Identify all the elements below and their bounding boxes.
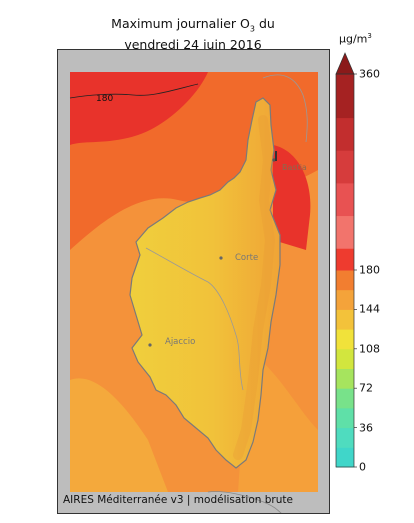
- colorbar-tick-label: 144: [359, 302, 380, 316]
- colorbar-band-12: [336, 182, 354, 217]
- colorbar-tick-label: 180: [359, 263, 380, 277]
- colorbar-band-13: [336, 150, 354, 184]
- city-ajaccio: Ajaccio: [165, 337, 195, 347]
- light-zone-southwest: [70, 378, 168, 492]
- corsica-island: [129, 97, 281, 469]
- corte-marker: [219, 256, 223, 260]
- colorbar-band-15: [336, 74, 354, 119]
- colorbar-band-8: [336, 289, 354, 310]
- colorbar-band-0: [336, 447, 354, 468]
- city-bastia: Bastia: [282, 163, 307, 172]
- high-zone-bastia: [273, 145, 311, 250]
- colorbar-band-3: [336, 388, 354, 409]
- contour-180: [69, 83, 199, 99]
- colorbar: [335, 52, 357, 468]
- colorbar-tick-label: 72: [359, 381, 373, 395]
- bastia-marker: [272, 158, 276, 162]
- colorbar-max-arrow: [335, 52, 355, 75]
- map-title: Maximum journalier O3 du vendredi 24 jui…: [58, 16, 328, 52]
- department-boundary: [145, 247, 244, 391]
- sardinia-coast: [207, 491, 282, 513]
- colorbar-band-9: [336, 270, 354, 291]
- ozone-map: 180 Bastia Corte Ajaccio: [58, 50, 329, 513]
- colorbar-band-14: [336, 117, 354, 151]
- title-line-2: vendredi 24 juin 2016: [124, 36, 262, 52]
- cap-corse-outline: [262, 74, 308, 143]
- contour-label: 180: [96, 94, 113, 104]
- colorbar-band-7: [336, 309, 354, 330]
- colorbar-frame: [335, 73, 355, 468]
- colorbar-band-4: [336, 368, 354, 389]
- colorbar-band-1: [336, 427, 354, 448]
- colorbar-band-11: [336, 215, 354, 249]
- colorbar-bands: [336, 74, 354, 468]
- map-credit: AIRES Méditerranée v3 | modélisation bru…: [63, 494, 293, 506]
- city-corte: Corte: [235, 253, 258, 263]
- colorbar-tick-label: 0: [359, 460, 366, 474]
- colorbar-band-5: [336, 348, 354, 369]
- mountain-ridge: [233, 115, 276, 460]
- bastia-station: [275, 151, 277, 161]
- colorbar-unit: µg/m3: [339, 32, 372, 46]
- colorbar-tick-label: 360: [359, 67, 380, 81]
- colorbar-band-2: [336, 407, 354, 429]
- title-line-1: Maximum journalier O3 du: [111, 16, 275, 34]
- ajaccio-marker: [148, 343, 152, 347]
- colorbar-tick-label: 36: [359, 421, 373, 435]
- map-area: 180 Bastia Corte Ajaccio: [57, 49, 330, 514]
- colorbar-tick-label: 108: [359, 342, 380, 356]
- colorbar-band-10: [336, 248, 354, 271]
- colorbar-band-6: [336, 329, 354, 350]
